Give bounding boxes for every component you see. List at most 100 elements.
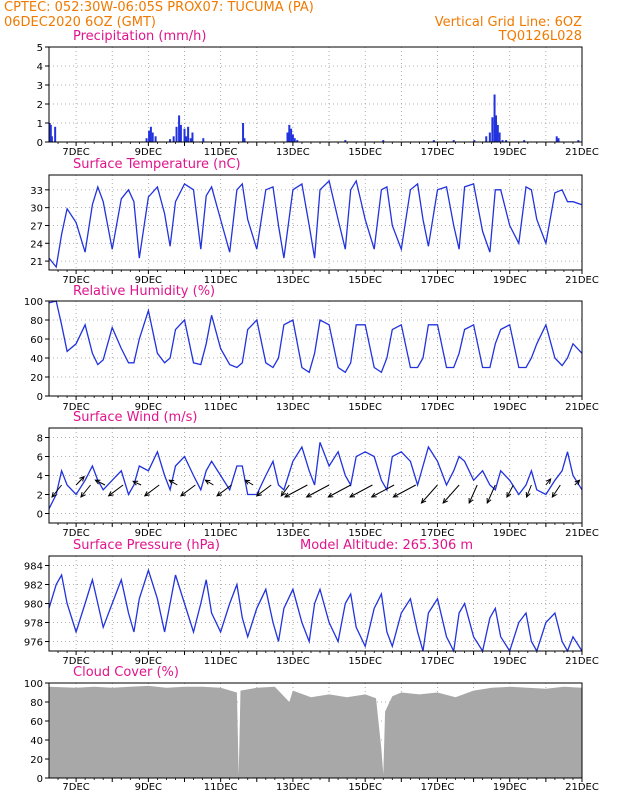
x-tick-label: 17DEC [421, 402, 455, 413]
precip-bar [183, 128, 186, 142]
x-tick-label: 19DEC [493, 147, 527, 158]
wind-arrow-head [551, 491, 557, 498]
wind-line [48, 442, 583, 510]
wind-arrow [371, 484, 395, 498]
wind-arrow [205, 479, 214, 486]
precip-bar [175, 126, 178, 142]
wind-arrow [169, 479, 178, 486]
wind-arrow-head [327, 492, 334, 498]
x-tick-label: 15DEC [348, 656, 382, 667]
header-model-id: TQ0126L028 [498, 29, 582, 44]
wind-arrow-head [51, 492, 57, 498]
y-tick-label: 984 [24, 562, 43, 573]
wind-arrow [216, 484, 232, 497]
x-tick-label: 13DEC [276, 528, 310, 539]
y-tick-label: 6 [37, 453, 43, 464]
wind-arrow-head [180, 491, 186, 497]
wind-arrow-head [168, 479, 175, 485]
precip-bar [382, 140, 385, 142]
wind-arrow-head [79, 475, 85, 482]
precip-bar [242, 123, 245, 142]
wind-arrow [51, 484, 63, 498]
precip-bar [49, 124, 52, 142]
wind-arrow-head [283, 492, 290, 498]
wind-arrow-head [255, 491, 262, 497]
y-tick-label: 40 [30, 354, 43, 365]
x-tick-label: 9DEC [135, 402, 162, 413]
precip-bar [185, 136, 188, 142]
x-tick-label: 21DEC [565, 147, 599, 158]
x-tick-label: 9DEC [135, 782, 162, 793]
y-tick-label: 0 [37, 510, 43, 521]
wind-arrow-head [392, 492, 399, 498]
x-tick-label: 17DEC [421, 656, 455, 667]
wind-arrow-head [442, 498, 448, 504]
precip-bar [473, 140, 476, 142]
x-tick-label: 7DEC [62, 528, 89, 539]
x-tick-label: 19DEC [493, 275, 527, 286]
wind-arrow [328, 484, 351, 498]
x-tick-label: 21DEC [565, 782, 599, 793]
precip-bar [172, 136, 175, 142]
y-tick-label: 5 [37, 43, 43, 54]
x-tick-label: 11DEC [204, 528, 238, 539]
wind-arrow [80, 484, 91, 498]
temperature-panel: Surface Temperature (nC) 21 24 27 30 33 7DEC 9D… [30, 157, 599, 286]
wind-arrow [180, 484, 196, 497]
precip-bar [288, 124, 291, 142]
precip-bar [202, 138, 205, 142]
precip-bar [296, 140, 299, 142]
precip-bar [179, 124, 182, 142]
wind-arrow [526, 484, 532, 498]
x-tick-label: 13DEC [276, 656, 310, 667]
y-tick-label: 24 [30, 239, 43, 250]
precip-bar [494, 115, 497, 142]
x-tick-label: 11DEC [204, 147, 238, 158]
wind-title: Surface Wind (m/s) [73, 410, 197, 425]
wind-panel: Surface Wind (m/s) 0 2 4 6 8 7DEC 9DEC 11DEC 13DE… [37, 410, 599, 539]
precip-bar [488, 132, 491, 142]
y-tick-label: 2 [37, 100, 43, 111]
y-tick-label: 2 [37, 491, 43, 502]
x-tick-label: 21DEC [565, 656, 599, 667]
header-run-time: 06DEC2020 6OZ (GMT) [4, 15, 156, 30]
wind-arrow [506, 484, 514, 498]
panels: Precipitation (mm/h) 0 1 2 3 4 5 7DEC 9DEC 11DEC 1… [24, 29, 599, 793]
wind-arrow-head [132, 480, 139, 486]
precip-bar [432, 140, 435, 142]
wind-arrow [486, 484, 496, 504]
humidity-line [48, 300, 583, 374]
cloud-area [49, 685, 582, 778]
x-tick-label: 13DEC [276, 782, 310, 793]
precip-bar [505, 140, 508, 142]
x-tick-label: 13DEC [276, 402, 310, 413]
y-tick-label: 27 [30, 221, 43, 232]
x-tick-label: 11DEC [204, 656, 238, 667]
x-tick-label: 19DEC [493, 656, 527, 667]
precip-bar [555, 136, 558, 142]
wind-arrow-head [94, 479, 101, 485]
wind-arrow [306, 484, 330, 498]
wind-arrow-head [143, 491, 150, 497]
wind-arrow [421, 484, 438, 504]
wind-arrow [551, 484, 561, 498]
y-tick-label: 80 [30, 698, 43, 709]
x-tick-label: 13DEC [276, 147, 310, 158]
precip-bar [149, 126, 152, 142]
precip-bar [290, 128, 293, 142]
precip-bar [154, 136, 157, 142]
humidity-frame [48, 300, 583, 397]
x-tick-label: 17DEC [421, 147, 455, 158]
wind-arrow-head [574, 479, 581, 486]
wind-arrow-head [370, 492, 377, 498]
wind-arrow [284, 484, 308, 498]
header-grid-note: Vertical Grid Line: 6OZ [435, 15, 582, 30]
x-tick-label: 17DEC [421, 528, 455, 539]
precip-bar [493, 94, 496, 142]
precip-bar [577, 140, 580, 142]
wind-arrow [393, 484, 417, 498]
y-tick-label: 980 [24, 600, 43, 611]
precipitation-frame [48, 46, 583, 143]
x-tick-label: 15DEC [348, 528, 382, 539]
cloud-cover-panel: Cloud Cover (%) 0 20 40 60 80 100 7DEC 9DEC 11DEC… [24, 665, 599, 793]
